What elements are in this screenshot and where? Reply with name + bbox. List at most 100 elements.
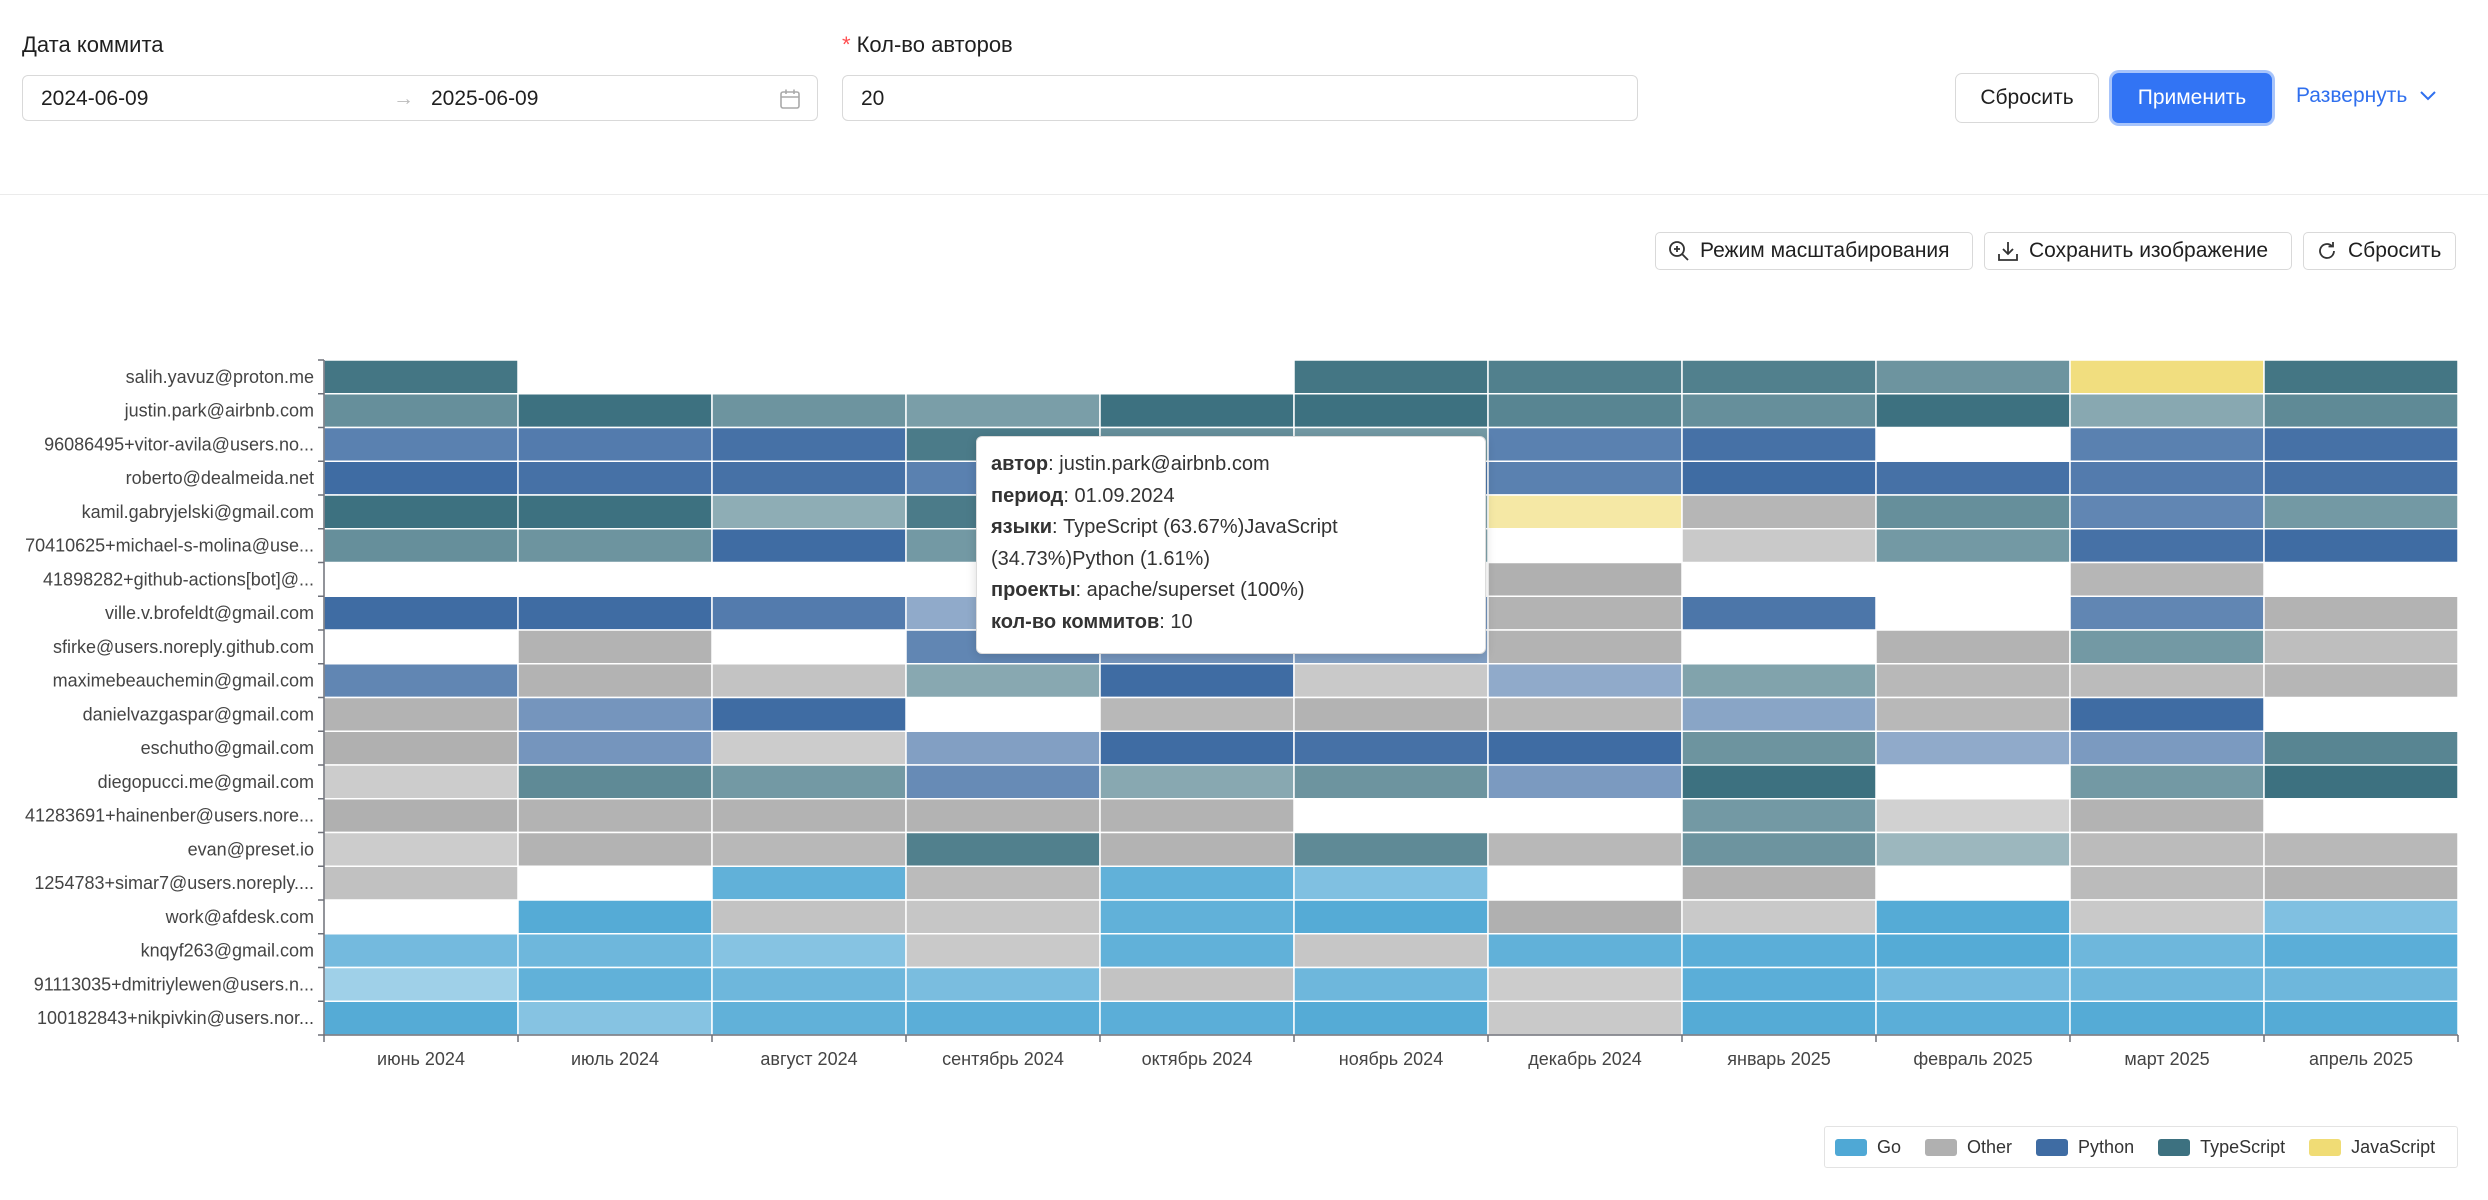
heatmap-cell[interactable] [1487, 696, 1683, 732]
heatmap-cell[interactable] [711, 393, 907, 429]
heatmap-cell[interactable] [517, 933, 713, 969]
heatmap-cell[interactable] [1099, 1000, 1295, 1036]
heatmap-cell[interactable] [2069, 730, 2265, 766]
heatmap-cell[interactable] [517, 494, 713, 530]
heatmap-cell[interactable] [1681, 528, 1877, 564]
heatmap-cell[interactable] [1875, 899, 2071, 935]
heatmap-cell[interactable] [1487, 426, 1683, 462]
heatmap-cell[interactable] [517, 393, 713, 429]
heatmap-cell[interactable] [905, 933, 1101, 969]
heatmap-cell[interactable] [2069, 1000, 2265, 1036]
heatmap-cell[interactable] [517, 730, 713, 766]
heatmap-cell[interactable] [2263, 595, 2459, 631]
heatmap-cell[interactable] [711, 764, 907, 800]
heatmap-cell[interactable] [711, 730, 907, 766]
heatmap-cell[interactable] [1293, 764, 1489, 800]
heatmap-cell[interactable] [905, 798, 1101, 834]
heatmap-cell[interactable] [323, 1000, 519, 1036]
heatmap-cell[interactable] [323, 764, 519, 800]
heatmap-cell[interactable] [517, 426, 713, 462]
heatmap-cell[interactable] [905, 730, 1101, 766]
heatmap-cell[interactable] [1099, 899, 1295, 935]
heatmap-cell[interactable] [2069, 426, 2265, 462]
heatmap-cell[interactable] [323, 393, 519, 429]
heatmap-cell[interactable] [2263, 359, 2459, 395]
heatmap-cell[interactable] [905, 764, 1101, 800]
heatmap-cell[interactable] [2069, 528, 2265, 564]
heatmap-cell[interactable] [1681, 663, 1877, 699]
heatmap-cell[interactable] [1681, 764, 1877, 800]
heatmap-cell[interactable] [2263, 933, 2459, 969]
heatmap-cell[interactable] [517, 595, 713, 631]
heatmap-cell[interactable] [1681, 730, 1877, 766]
heatmap-cell[interactable] [1487, 359, 1683, 395]
heatmap-cell[interactable] [711, 460, 907, 496]
heatmap-cell[interactable] [1487, 460, 1683, 496]
heatmap-cell[interactable] [1681, 933, 1877, 969]
save-image-button[interactable]: Сохранить изображение [1984, 232, 2292, 270]
heatmap-cell[interactable] [2263, 460, 2459, 496]
heatmap-cell[interactable] [1487, 764, 1683, 800]
heatmap-cell[interactable] [1487, 494, 1683, 530]
heatmap-cell[interactable] [517, 899, 713, 935]
heatmap-cell[interactable] [1293, 663, 1489, 699]
heatmap-cell[interactable] [323, 966, 519, 1002]
heatmap-cell[interactable] [1293, 730, 1489, 766]
heatmap-cell[interactable] [2263, 966, 2459, 1002]
heatmap-cell[interactable] [1487, 663, 1683, 699]
heatmap-cell[interactable] [323, 696, 519, 732]
heatmap-cell[interactable] [711, 595, 907, 631]
heatmap-cell[interactable] [2263, 865, 2459, 901]
heatmap-cell[interactable] [323, 831, 519, 867]
heatmap-cell[interactable] [2069, 629, 2265, 665]
heatmap-cell[interactable] [2069, 831, 2265, 867]
heatmap-cell[interactable] [1487, 730, 1683, 766]
heatmap-cell[interactable] [1099, 798, 1295, 834]
heatmap-cell[interactable] [1099, 663, 1295, 699]
heatmap-cell[interactable] [517, 798, 713, 834]
heatmap-cell[interactable] [2263, 528, 2459, 564]
heatmap-cell[interactable] [1487, 561, 1683, 597]
heatmap-cell[interactable] [711, 899, 907, 935]
heatmap-cell[interactable] [1875, 1000, 2071, 1036]
heatmap-cell[interactable] [517, 1000, 713, 1036]
heatmap-cell[interactable] [1681, 494, 1877, 530]
heatmap-cell[interactable] [905, 1000, 1101, 1036]
heatmap-cell[interactable] [1875, 966, 2071, 1002]
heatmap-cell[interactable] [711, 663, 907, 699]
authors-count-input[interactable]: 20 [842, 75, 1638, 121]
heatmap-cell[interactable] [1681, 966, 1877, 1002]
heatmap-cell[interactable] [1099, 393, 1295, 429]
heatmap-cell[interactable] [517, 460, 713, 496]
heatmap-cell[interactable] [2263, 393, 2459, 429]
heatmap-cell[interactable] [1487, 393, 1683, 429]
heatmap-cell[interactable] [1293, 696, 1489, 732]
heatmap-cell[interactable] [2069, 865, 2265, 901]
heatmap-cell[interactable] [323, 730, 519, 766]
heatmap-cell[interactable] [2263, 831, 2459, 867]
heatmap-cell[interactable] [1099, 696, 1295, 732]
legend-item[interactable]: JavaScript [2309, 1137, 2435, 1158]
heatmap-cell[interactable] [1099, 933, 1295, 969]
legend-item[interactable]: Python [2036, 1137, 2134, 1158]
heatmap-cell[interactable] [1681, 460, 1877, 496]
heatmap-cell[interactable] [2069, 933, 2265, 969]
heatmap-cell[interactable] [2263, 663, 2459, 699]
heatmap-cell[interactable] [905, 865, 1101, 901]
heatmap-cell[interactable] [1681, 595, 1877, 631]
heatmap-cell[interactable] [323, 798, 519, 834]
heatmap-cell[interactable] [1681, 1000, 1877, 1036]
heatmap-cell[interactable] [711, 1000, 907, 1036]
heatmap-cell[interactable] [1487, 966, 1683, 1002]
heatmap-cell[interactable] [2263, 1000, 2459, 1036]
heatmap-cell[interactable] [1293, 1000, 1489, 1036]
heatmap-cell[interactable] [2069, 764, 2265, 800]
heatmap-cell[interactable] [323, 865, 519, 901]
heatmap-cell[interactable] [711, 696, 907, 732]
heatmap-cell[interactable] [2069, 393, 2265, 429]
heatmap-cell[interactable] [1293, 899, 1489, 935]
heatmap-cell[interactable] [1875, 831, 2071, 867]
heatmap-cell[interactable] [517, 629, 713, 665]
zoom-mode-button[interactable]: Режим масштабирования [1655, 232, 1973, 270]
date-to-input[interactable]: 2025-06-09 [431, 87, 539, 110]
